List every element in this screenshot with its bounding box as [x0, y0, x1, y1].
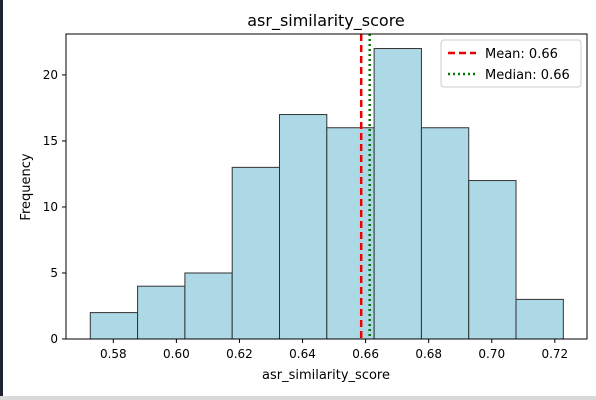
x-tick-label: 0.72 [541, 347, 568, 361]
histogram-bar [184, 272, 233, 340]
x-tick-label: 0.58 [100, 347, 127, 361]
histogram-bar [279, 114, 328, 340]
y-tick-label: 20 [43, 68, 58, 82]
histogram-bar [468, 180, 517, 340]
histogram-bar [515, 298, 564, 340]
x-axis-label: asr_similarity_score [262, 368, 390, 383]
histogram-bar [231, 166, 281, 340]
x-tick-label: 0.70 [478, 347, 505, 361]
y-tick-label: 5 [50, 266, 58, 280]
y-axis-label: Frequency [19, 153, 34, 220]
legend-median-label: Median: 0.66 [485, 68, 570, 83]
x-tick-label: 0.62 [226, 347, 253, 361]
histogram-bar [420, 127, 470, 340]
x-axis-ticks: 0.58 0.60 0.62 0.64 0.66 0.68 0.70 0.72 [100, 339, 568, 361]
y-tick-label: 0 [50, 332, 58, 346]
x-tick-label: 0.66 [352, 347, 379, 361]
histogram-bar [137, 285, 186, 340]
left-window-edge [0, 0, 3, 400]
y-axis-ticks: 0 5 10 15 20 [43, 68, 66, 346]
legend-mean-label: Mean: 0.66 [485, 47, 558, 62]
x-tick-label: 0.68 [415, 347, 442, 361]
x-tick-label: 0.64 [289, 347, 316, 361]
bars-group [89, 48, 564, 340]
chart-title: asr_similarity_score [247, 11, 405, 31]
legend: Mean: 0.66 Median: 0.66 [440, 39, 582, 88]
plot-frame [65, 33, 588, 340]
reference-lines [359, 34, 371, 339]
bottom-scroll-edge [0, 396, 596, 400]
y-tick-label: 15 [43, 134, 58, 148]
histogram-bar [373, 48, 422, 340]
histogram-bar [89, 312, 139, 340]
x-tick-label: 0.60 [163, 347, 190, 361]
histogram-bar [326, 127, 375, 340]
y-tick-label: 10 [43, 200, 58, 214]
